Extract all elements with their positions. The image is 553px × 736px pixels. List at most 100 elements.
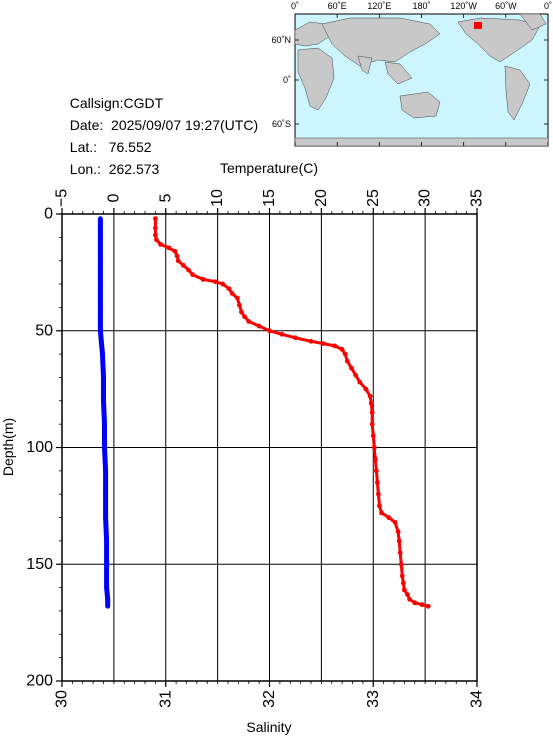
temperature-point xyxy=(180,262,186,268)
salinity-point xyxy=(101,375,106,380)
temperature-point xyxy=(234,295,240,301)
temperature-point xyxy=(339,347,345,352)
temperature-point xyxy=(407,596,412,602)
salinity-point xyxy=(97,234,103,240)
temperature-point xyxy=(396,538,402,544)
map-longitude-label: 60˚W xyxy=(495,1,517,11)
temperature-tick-label: 20 xyxy=(313,189,330,207)
temperature-point xyxy=(308,338,314,344)
temperature-point xyxy=(371,445,377,450)
lat-label: Lat.: xyxy=(69,139,98,155)
temperature-point xyxy=(226,286,232,292)
map-left-labels: 60˚N 0˚ 60˚S xyxy=(271,35,291,129)
salinity-point xyxy=(104,561,110,567)
temperature-point xyxy=(349,365,354,371)
temperature-point xyxy=(239,309,244,315)
lon-value: 262.573 xyxy=(108,161,160,177)
salinity-point xyxy=(97,281,103,287)
land-seasia xyxy=(384,61,413,85)
depth-axis: 0 50 100 150 200 xyxy=(26,206,62,690)
temperature-point xyxy=(152,225,158,231)
temperature-point xyxy=(175,258,181,264)
salinity-point xyxy=(103,468,108,474)
location-map: 0˚ 60˚E 120˚E 180˚ 120˚W 60˚W 0˚ 60˚N 0˚ 60˚S xyxy=(271,1,552,147)
salinity-point xyxy=(105,603,111,609)
depth-tick-label: 200 xyxy=(26,673,53,690)
temperature-series xyxy=(152,216,431,609)
temperature-point xyxy=(342,351,348,357)
salinity-point xyxy=(104,585,110,590)
land-africa xyxy=(297,47,335,111)
info-date: Date: 2025/09/07 19:27(UTC) xyxy=(62,92,258,136)
temperature-point xyxy=(399,573,405,579)
salinity-point xyxy=(105,596,111,602)
temperature-point xyxy=(220,281,226,287)
lon-label: Lon.: xyxy=(69,161,101,177)
map-longitude-label: 60˚E xyxy=(328,1,347,11)
callsign-value: CGDT xyxy=(123,95,164,111)
salinity-tick-label: 33 xyxy=(365,690,382,708)
temperature-point xyxy=(412,600,418,606)
temperature-tick-label: 5 xyxy=(157,193,174,202)
salinity-point xyxy=(100,351,105,357)
temperature-point xyxy=(279,331,285,337)
chart-grid xyxy=(62,214,477,681)
temperature-point xyxy=(186,267,191,273)
station-marker xyxy=(474,22,482,29)
temperature-point xyxy=(395,529,401,534)
temperature-point xyxy=(172,248,178,254)
temperature-axis: −5 0 5 10 15 20 25 30 35 xyxy=(54,189,486,214)
salinity-point xyxy=(99,340,104,345)
temperature-point xyxy=(419,602,425,608)
temperature-point xyxy=(377,503,382,509)
temperature-point xyxy=(398,561,404,567)
land-greenland xyxy=(519,13,547,31)
temperature-point xyxy=(166,245,172,251)
salinity-point xyxy=(103,491,108,497)
info-callsign: Callsign:CGDT xyxy=(62,70,163,114)
temperature-point xyxy=(152,232,158,238)
land-europe xyxy=(294,21,331,47)
date-value: 2025/09/07 19:27(UTC) xyxy=(111,117,259,133)
temperature-point xyxy=(229,290,235,296)
temperature-tick-label: 15 xyxy=(261,189,278,207)
temperature-point xyxy=(213,279,218,285)
temperature-point xyxy=(370,433,376,439)
map-latitude-label: 0˚ xyxy=(283,75,291,85)
salinity-line xyxy=(97,218,111,607)
temperature-point xyxy=(397,550,403,555)
salinity-point xyxy=(97,258,103,264)
temperature-point xyxy=(373,468,379,474)
temperature-point xyxy=(154,237,159,243)
temperature-point xyxy=(400,580,406,586)
temperature-point xyxy=(375,480,380,485)
temperature-point xyxy=(152,216,158,222)
map-top-labels: 0˚ 60˚E 120˚E 180˚ 120˚W 60˚W 0˚ xyxy=(291,1,552,11)
salinity-point xyxy=(104,538,110,544)
depth-axis-label: Depth(m) xyxy=(0,418,16,476)
temperature-point xyxy=(200,276,206,282)
depth-tick-label: 150 xyxy=(26,556,53,573)
salinity-tick-label: 34 xyxy=(469,690,486,708)
temperature-point xyxy=(376,491,381,497)
temperature-tick-label: 0 xyxy=(105,193,122,202)
temperature-point xyxy=(267,328,272,334)
land-asia xyxy=(321,17,441,67)
temperature-point xyxy=(293,335,298,341)
salinity-point xyxy=(97,328,103,334)
depth-tick-label: 0 xyxy=(44,206,53,223)
depth-tick-label: 100 xyxy=(26,439,53,456)
temperature-point xyxy=(174,253,180,259)
temperature-point xyxy=(190,272,196,278)
temperature-tick-label: 10 xyxy=(209,189,226,207)
temperature-point xyxy=(367,393,373,399)
salinity-tick-label: 31 xyxy=(157,690,174,708)
temperature-tick-label: 35 xyxy=(469,189,486,207)
info-lat: Lat.: 76.552 xyxy=(62,114,152,158)
salinity-point xyxy=(101,398,106,404)
salinity-point xyxy=(97,305,103,310)
temperature-point xyxy=(256,323,262,329)
temperature-tick-label: 30 xyxy=(417,189,434,207)
land-south-america xyxy=(504,65,531,121)
map-longitude-label: 120˚E xyxy=(367,1,391,11)
